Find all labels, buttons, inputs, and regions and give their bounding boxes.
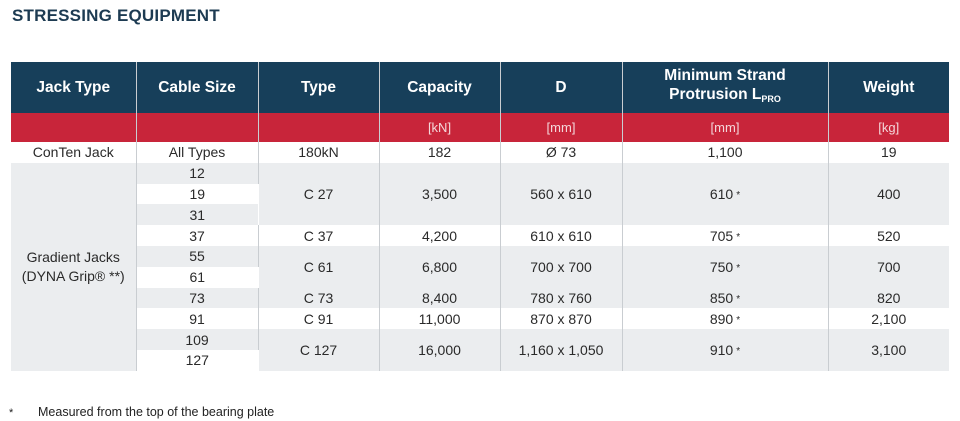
table-header-row: Jack Type Cable Size Type Capacity D Min… — [11, 62, 949, 113]
cable-size-cell: 55 — [136, 245, 259, 267]
jack-type-cell: ConTen Jack — [11, 142, 137, 163]
jack-type-cell: Gradient Jacks (DYNA Grip® **) — [11, 162, 137, 371]
weight-cell: 700 — [828, 245, 949, 288]
footnote-marker: * — [736, 189, 741, 201]
header-protrusion-line1: Minimum Strand — [664, 67, 786, 84]
protrusion-cell: 910 * — [622, 329, 829, 371]
d-cell: 1,160 x 1,050 — [500, 329, 623, 371]
header-protrusion-line2: Protrusion L — [669, 86, 762, 103]
d-cell: 560 x 610 — [500, 162, 623, 226]
capacity-cell: 16,000 — [379, 329, 501, 371]
cable-size-cell: 37 — [136, 225, 259, 246]
weight-cell: 400 — [828, 162, 949, 226]
d-cell: 870 x 870 — [500, 308, 623, 330]
units-row: [kN] [mm] [mm] [kg] — [11, 113, 949, 142]
capacity-cell: 4,200 — [379, 225, 501, 246]
weight-cell: 820 — [828, 287, 949, 309]
header-min-strand-protrusion: Minimum Strand Protrusion LPRO — [622, 62, 829, 113]
protrusion-cell: 750 * — [622, 245, 829, 288]
capacity-cell: 6,800 — [379, 245, 501, 288]
protrusion-value: 850 — [709, 289, 734, 306]
cable-size-cell: 91 — [136, 308, 259, 330]
header-jack-type: Jack Type — [11, 62, 137, 113]
table-row: 55 C 61 6,800 700 x 700 750 * 700 — [11, 245, 949, 288]
unit-protrusion: [mm] — [622, 113, 829, 142]
type-cell: C 61 — [258, 245, 380, 288]
footnote-marker: * — [736, 231, 741, 243]
capacity-cell: 8,400 — [379, 287, 501, 309]
cable-size-cell: 19 — [136, 183, 258, 205]
protrusion-cell: 1,100 — [622, 142, 829, 163]
table-row: 61 — [11, 266, 949, 288]
protrusion-value: 910 — [709, 341, 734, 358]
unit-weight: [kg] — [828, 113, 949, 142]
protrusion-cell: 850 * — [622, 287, 829, 309]
table-row: 19 — [11, 183, 949, 205]
capacity-cell: 182 — [379, 142, 501, 163]
page-title: STRESSING EQUIPMENT — [12, 6, 220, 25]
dyna-grip-label: (DYNA Grip® **) — [21, 267, 125, 284]
table-row: ConTen Jack All Types 180kN 182 Ø 73 1,1… — [11, 142, 949, 163]
protrusion-value: 890 — [709, 310, 734, 327]
unit-capacity: [kN] — [379, 113, 501, 142]
cable-size-cell: 31 — [136, 204, 258, 226]
footnote-text: Measured from the top of the bearing pla… — [38, 405, 275, 419]
footnote: * Measured from the top of the bearing pl… — [9, 405, 274, 419]
stressing-equipment-table: Jack Type Cable Size Type Capacity D Min… — [11, 62, 949, 371]
protrusion-value: 610 — [709, 185, 734, 202]
d-cell: 780 x 760 — [500, 287, 623, 309]
header-type: Type — [258, 62, 380, 113]
d-cell: 610 x 610 — [500, 225, 623, 246]
cable-size-cell: 61 — [136, 266, 258, 288]
header-d: D — [500, 62, 623, 113]
cable-size-cell: 12 — [136, 162, 259, 184]
table-row: 73 C 73 8,400 780 x 760 850 * 820 — [11, 287, 949, 309]
weight-cell: 2,100 — [828, 308, 949, 330]
type-cell: C 73 — [258, 287, 380, 309]
footnote-marker: * — [736, 262, 741, 274]
type-cell: C 37 — [258, 225, 380, 246]
weight-cell: 520 — [828, 225, 949, 246]
header-cable-size: Cable Size — [136, 62, 259, 113]
unit-cable-size — [136, 113, 259, 142]
d-cell: 700 x 700 — [500, 245, 623, 288]
protrusion-value: 705 — [709, 227, 734, 244]
table-row: 91 C 91 11,000 870 x 870 890 * 2,100 — [11, 308, 949, 330]
cable-size-cell: 73 — [136, 287, 259, 309]
header-protrusion-subscript: PRO — [761, 94, 781, 104]
capacity-cell: 11,000 — [379, 308, 501, 330]
d-cell: Ø 73 — [500, 142, 623, 163]
protrusion-cell: 705 * — [622, 225, 829, 246]
unit-type — [258, 113, 380, 142]
cable-size-cell: 109 — [136, 329, 259, 350]
type-cell: C 91 — [258, 308, 380, 330]
protrusion-cell: 890 * — [622, 308, 829, 330]
weight-cell: 3,100 — [828, 329, 949, 371]
table-row: 37 C 37 4,200 610 x 610 705 * 520 — [11, 225, 949, 246]
cable-size-cell: All Types — [136, 142, 259, 163]
protrusion-cell: 610 * — [622, 162, 829, 226]
cable-size-cell: 127 — [136, 349, 258, 371]
footnote-marker: * — [736, 314, 741, 326]
footnote-symbol: * — [9, 407, 14, 419]
protrusion-value: 750 — [709, 258, 734, 275]
footnote-marker: * — [736, 293, 741, 305]
type-cell: 180kN — [258, 142, 380, 163]
footnote-marker: * — [736, 345, 741, 357]
header-weight: Weight — [828, 62, 949, 113]
unit-d: [mm] — [500, 113, 623, 142]
type-cell: C 27 — [258, 162, 380, 226]
table-row: 31 — [11, 204, 949, 226]
capacity-cell: 3,500 — [379, 162, 501, 226]
unit-jack-type — [11, 113, 137, 142]
table-row: Gradient Jacks (DYNA Grip® **) 12 C 27 3… — [11, 162, 949, 371]
gradient-jacks-label: Gradient Jacks — [26, 248, 120, 265]
table-row: 127 — [11, 349, 949, 371]
header-capacity: Capacity — [379, 62, 501, 113]
weight-cell: 19 — [828, 142, 949, 163]
table-row: 109 C 127 16,000 1,160 x 1,050 910 * 3,10… — [11, 329, 949, 371]
type-cell: C 127 — [258, 329, 380, 371]
